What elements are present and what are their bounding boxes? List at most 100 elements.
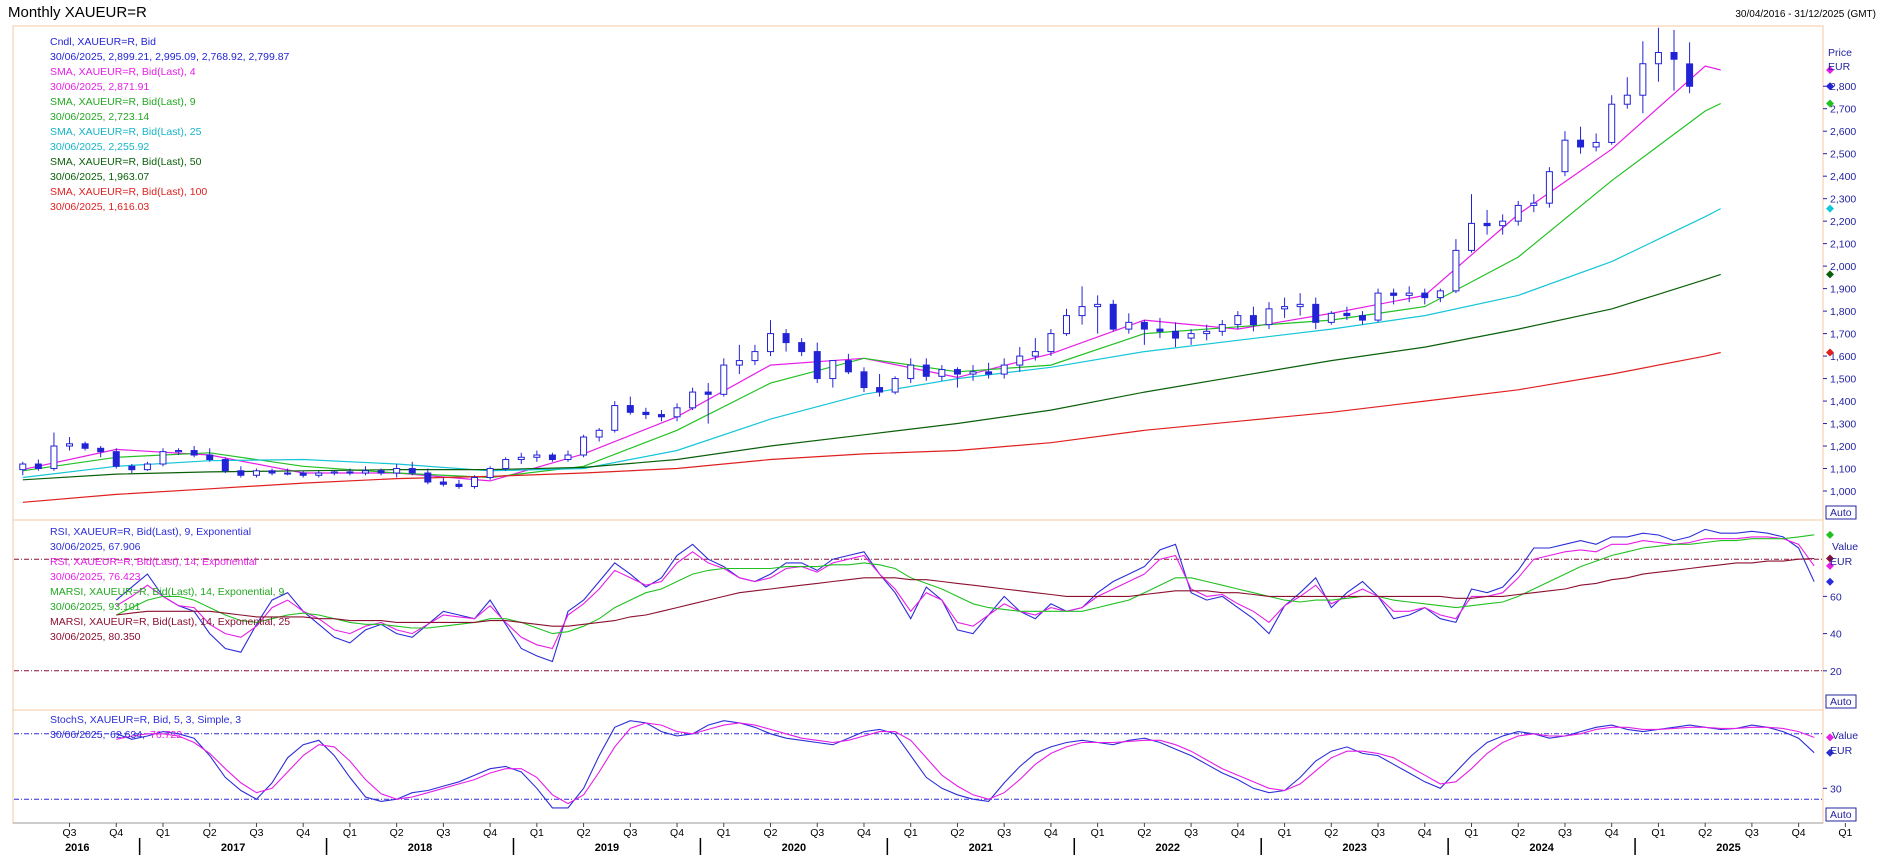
candle-body bbox=[860, 371, 868, 389]
price-tick-label: 2,500 bbox=[1830, 149, 1856, 161]
candle-body bbox=[720, 364, 728, 395]
candle-body bbox=[735, 360, 743, 366]
candle-body bbox=[299, 472, 307, 476]
candle-body bbox=[1156, 328, 1164, 332]
rsi-legend: RSI, XAUEUR=R, Bid(Last), 9, Exponential… bbox=[50, 526, 290, 643]
quarter-label: Q4 bbox=[670, 827, 684, 839]
sma-line-2 bbox=[22, 102, 1721, 479]
quarter-label: Q1 bbox=[1091, 827, 1105, 839]
price-legend-row: 30/06/2025, 1,616.03 bbox=[50, 201, 149, 213]
candle-body bbox=[1249, 315, 1257, 326]
candle-body bbox=[252, 470, 260, 476]
candle-body bbox=[128, 465, 136, 471]
candle-body bbox=[844, 360, 852, 373]
quarter-label: Q3 bbox=[997, 827, 1011, 839]
price-tick-label: 2,300 bbox=[1830, 194, 1856, 206]
candle-body bbox=[1343, 312, 1351, 317]
stoch-line-1 bbox=[116, 720, 1815, 809]
price-tick-label: 2,400 bbox=[1830, 171, 1856, 183]
candle-body bbox=[642, 411, 650, 416]
candle-body bbox=[626, 405, 634, 413]
price-panel-frame bbox=[12, 25, 1824, 521]
candle-body bbox=[1499, 220, 1507, 227]
candle-body bbox=[829, 360, 837, 380]
candle-body bbox=[1281, 306, 1289, 310]
rsi-auto-button[interactable]: Auto bbox=[1825, 694, 1857, 709]
candle-body bbox=[1265, 308, 1273, 326]
candle-body bbox=[1390, 292, 1398, 296]
quarter-label: Q1 bbox=[1838, 827, 1852, 839]
candle-body bbox=[1125, 321, 1133, 330]
rsi-axis-unit: EUR bbox=[1830, 556, 1853, 568]
price-tick-label: 1,400 bbox=[1830, 396, 1856, 408]
price-legend-row: 30/06/2025, 2,723.14 bbox=[50, 111, 149, 123]
candle-body bbox=[190, 450, 198, 456]
candle-body bbox=[1483, 222, 1491, 227]
price-tick-label: 2,700 bbox=[1830, 104, 1856, 116]
candle-body bbox=[361, 470, 369, 474]
panel-frames bbox=[12, 25, 1824, 824]
rsi-axis-title: Value bbox=[1832, 541, 1858, 553]
rsi-tick-label: 60 bbox=[1830, 591, 1842, 603]
price-axis-title: Price bbox=[1828, 47, 1852, 59]
year-label: 2024 bbox=[1529, 842, 1554, 854]
candle-body bbox=[704, 391, 712, 395]
quarter-label: Q4 bbox=[1792, 827, 1806, 839]
stoch-legend-d: 76.722 bbox=[150, 729, 182, 741]
candle-body bbox=[486, 468, 494, 479]
candle-body bbox=[237, 470, 245, 476]
candle-body bbox=[1312, 303, 1320, 323]
price-axis-unit: EUR bbox=[1828, 61, 1851, 73]
year-label: 2020 bbox=[782, 842, 806, 854]
candle-body bbox=[268, 470, 276, 474]
candle-body bbox=[1047, 333, 1055, 353]
stoch-legend-date: 30/06/2025, bbox=[50, 729, 105, 741]
candle-body bbox=[533, 454, 541, 458]
rsi-plot bbox=[14, 528, 1822, 672]
price-auto-button[interactable]: Auto bbox=[1825, 505, 1857, 520]
quarter-label: Q4 bbox=[483, 827, 497, 839]
quarter-label: Q2 bbox=[950, 827, 964, 839]
price-legend-row: Cndl, XAUEUR=R, Bid bbox=[50, 36, 156, 48]
candle-body bbox=[221, 459, 229, 472]
candle-body bbox=[66, 443, 74, 447]
candle-body bbox=[1296, 303, 1304, 308]
quarter-label: Q3 bbox=[1558, 827, 1572, 839]
rsi-legend-row: MARSI, XAUEUR=R, Bid(Last), 14, Exponent… bbox=[50, 616, 290, 628]
candle-body bbox=[330, 471, 338, 474]
price-marker bbox=[1826, 99, 1834, 108]
candle-body bbox=[657, 414, 665, 418]
stoch-tick-label: 30 bbox=[1830, 783, 1842, 795]
candle-body bbox=[1654, 51, 1662, 65]
quarter-label: Q2 bbox=[577, 827, 591, 839]
quarter-label: Q3 bbox=[436, 827, 450, 839]
year-label: 2019 bbox=[595, 842, 619, 854]
candle-body bbox=[938, 369, 946, 377]
candle-body bbox=[346, 471, 354, 474]
candle-body bbox=[1140, 321, 1148, 330]
quarter-label: Q4 bbox=[1418, 827, 1432, 839]
stoch-legend-title: StochS, XAUEUR=R, Bid, 5, 3, Simple, 3 bbox=[50, 714, 241, 726]
quarter-label: Q2 bbox=[390, 827, 404, 839]
candle-body bbox=[455, 483, 463, 488]
candle-body bbox=[1514, 204, 1522, 222]
candle-body bbox=[175, 450, 183, 453]
price-legend-row: 30/06/2025, 1,963.07 bbox=[50, 171, 149, 183]
quarter-label: Q4 bbox=[109, 827, 123, 839]
candle-body bbox=[1062, 315, 1070, 335]
candle-body bbox=[1421, 292, 1429, 299]
rsi-marker bbox=[1826, 561, 1834, 570]
candle-body bbox=[595, 429, 603, 438]
candle-body bbox=[782, 333, 790, 344]
date-range: 30/04/2016 - 31/12/2025 (GMT) bbox=[1735, 9, 1876, 20]
candle-body bbox=[1218, 324, 1226, 332]
quarter-label: Q4 bbox=[1231, 827, 1245, 839]
stoch-auto-button[interactable]: Auto bbox=[1825, 807, 1857, 822]
price-tick-label: 2,800 bbox=[1830, 81, 1856, 93]
quarter-label: Q4 bbox=[1605, 827, 1619, 839]
candle-body bbox=[1639, 63, 1647, 96]
quarter-label: Q3 bbox=[1371, 827, 1385, 839]
candle-body bbox=[689, 391, 697, 409]
candle-body bbox=[81, 443, 89, 449]
candle-body bbox=[439, 481, 447, 485]
